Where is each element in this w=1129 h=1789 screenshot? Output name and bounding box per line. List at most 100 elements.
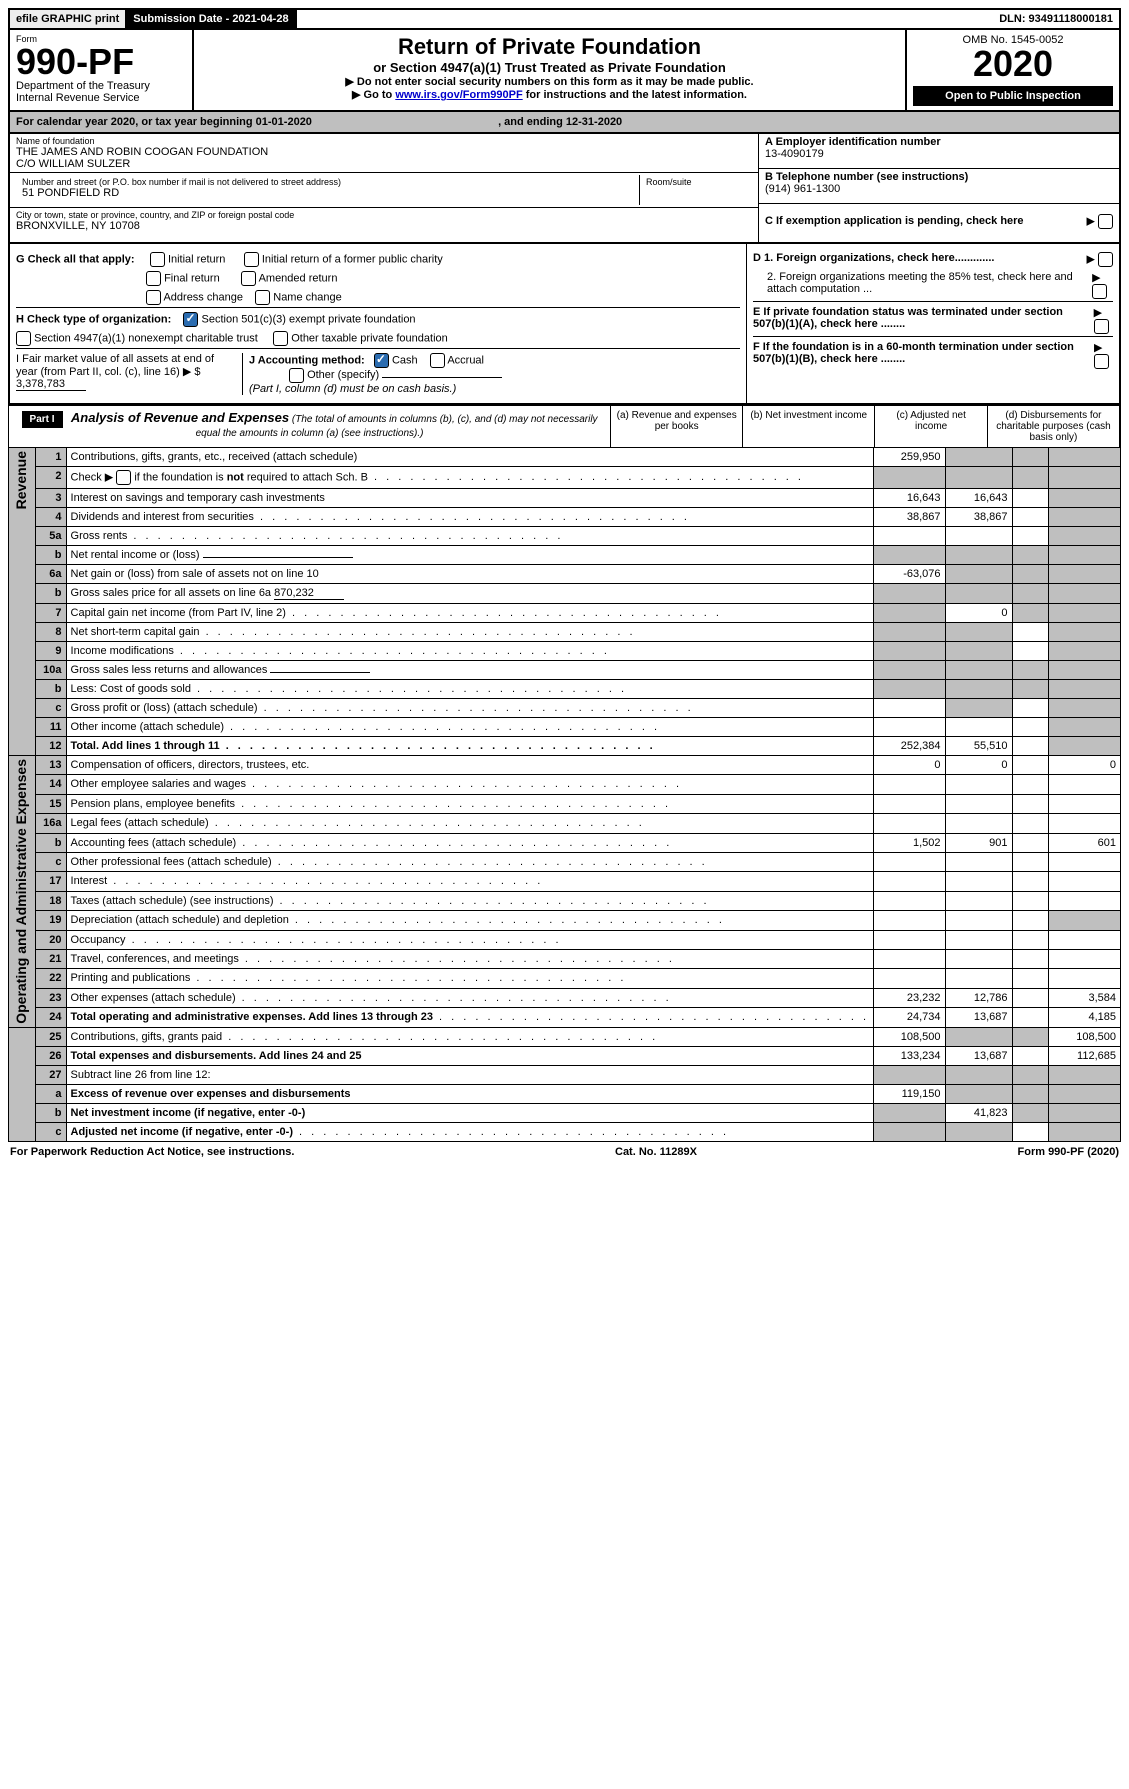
cal-mid: , and ending [498,116,566,128]
line-27a: a Excess of revenue over expenses and di… [9,1084,1121,1103]
i-value: 3,378,783 [16,378,86,391]
instr-goto-post: for instructions and the latest informat… [526,89,747,101]
d2-checkbox[interactable] [1092,284,1107,299]
g-initial-checkbox[interactable] [150,252,165,267]
l4-b: 38,867 [945,508,1012,527]
foundation-care-of: C/O WILLIAM SULZER [16,158,752,170]
g-final-checkbox[interactable] [146,271,161,286]
l16b-num: b [36,833,66,852]
l25-d: 108,500 [1049,1027,1121,1046]
irs-link[interactable]: www.irs.gov/Form990PF [395,89,522,101]
l26-a: 133,234 [874,1046,946,1065]
l3-desc: Interest on savings and temporary cash i… [66,489,874,508]
ein-row: A Employer identification number 13-4090… [759,134,1119,169]
l27c-desc: Adjusted net income (if negative, enter … [66,1122,874,1141]
l15-desc: Pension plans, employee benefits [66,794,874,813]
efile-print-btn[interactable]: efile GRAPHIC print [10,10,127,28]
l23-a: 23,232 [874,988,946,1007]
l16b-a: 1,502 [874,833,946,852]
d1-text: D 1. Foreign organizations, check here..… [753,252,994,267]
g-final: Final return [164,272,220,284]
g-amended-checkbox[interactable] [241,271,256,286]
line-13: Operating and Administrative Expenses 13… [9,756,1121,775]
check-right: D 1. Foreign organizations, check here..… [746,244,1119,403]
id-right: A Employer identification number 13-4090… [758,134,1119,242]
j-cash-checkbox[interactable] [374,353,389,368]
cat-number: Cat. No. 11289X [615,1146,697,1158]
box-c-checkbox[interactable] [1098,214,1113,229]
g-name-checkbox[interactable] [255,290,270,305]
line-27c: c Adjusted net income (if negative, ente… [9,1122,1121,1141]
l1-d [1049,448,1121,467]
instr-goto: ▶ Go to www.irs.gov/Form990PF for instru… [200,88,899,101]
l3-num: 3 [36,489,66,508]
g-address-checkbox[interactable] [146,290,161,305]
col-a-header: (a) Revenue and expenses per books [611,406,743,447]
line-5a: 5a Gross rents [9,527,1121,546]
l27b-num: b [36,1103,66,1122]
j-accrual-checkbox[interactable] [430,353,445,368]
d1-checkbox[interactable] [1098,252,1113,267]
l6b-num: b [36,584,66,604]
l25-desc: Contributions, gifts, grants paid [66,1027,874,1046]
h-opt3: Other taxable private foundation [291,332,448,344]
e-checkbox[interactable] [1094,319,1109,334]
line-16c: c Other professional fees (attach schedu… [9,853,1121,872]
l21-desc: Travel, conferences, and meetings [66,950,874,969]
part1-label: Part I [22,411,63,428]
h-4947-checkbox[interactable] [16,331,31,346]
box-d2-row: 2. Foreign organizations meeting the 85%… [753,269,1113,301]
topbar: efile GRAPHIC print Submission Date - 20… [8,8,1121,30]
f-text: F If the foundation is in a 60-month ter… [753,341,1094,369]
l18-num: 18 [36,891,66,910]
l16c-desc: Other professional fees (attach schedule… [66,853,874,872]
l18-desc: Taxes (attach schedule) (see instruction… [66,891,874,910]
e-text: E If private foundation status was termi… [753,306,1094,334]
l27a-num: a [36,1084,66,1103]
l13-a: 0 [874,756,946,775]
line-12: 12 Total. Add lines 1 through 11 252,384… [9,737,1121,756]
g-initial-pub-checkbox[interactable] [244,252,259,267]
id-left: Name of foundation THE JAMES AND ROBIN C… [10,134,758,242]
l14-num: 14 [36,775,66,794]
l22-num: 22 [36,969,66,988]
ein-value: 13-4090179 [765,148,1113,160]
h-other-checkbox[interactable] [273,331,288,346]
j-other-checkbox[interactable] [289,368,304,383]
l16b-d: 601 [1049,833,1121,852]
part1-desc-col: Part I Analysis of Revenue and Expenses … [9,406,611,447]
l8-desc: Net short-term capital gain [66,623,874,642]
cal-pre: For calendar year 2020, or tax year begi… [16,116,256,128]
l4-num: 4 [36,508,66,527]
line-16b: b Accounting fees (attach schedule) 1,50… [9,833,1121,852]
city-row: City or town, state or province, country… [10,208,758,242]
l26-d: 112,685 [1049,1046,1121,1065]
l1-a: 259,950 [874,448,946,467]
l27c-num: c [36,1122,66,1141]
l9-num: 9 [36,642,66,661]
instr-ssn: ▶ Do not enter social security numbers o… [200,75,899,88]
l2-checkbox[interactable] [116,470,131,485]
l15-num: 15 [36,794,66,813]
box-g-row3: Address change Name change [16,288,740,307]
l24-a: 24,734 [874,1008,946,1028]
l23-desc: Other expenses (attach schedule) [66,988,874,1007]
l24-d: 4,185 [1049,1008,1121,1028]
l20-num: 20 [36,930,66,949]
name-label: Name of foundation [16,136,752,146]
l5a-desc: Gross rents [66,527,874,546]
line-8: 8 Net short-term capital gain [9,623,1121,642]
part1-table: Revenue 1 Contributions, gifts, grants, … [8,448,1121,1142]
box-c-text: C If exemption application is pending, c… [765,215,1024,227]
line-15: 15 Pension plans, employee benefits [9,794,1121,813]
cal-end: 12-31-2020 [566,116,622,128]
box-f-row: F If the foundation is in a 60-month ter… [753,336,1113,371]
l13-b: 0 [945,756,1012,775]
line-18: 18 Taxes (attach schedule) (see instruct… [9,891,1121,910]
line-16a: 16a Legal fees (attach schedule) [9,814,1121,833]
f-checkbox[interactable] [1094,354,1109,369]
l19-num: 19 [36,911,66,930]
h-501c3-checkbox[interactable] [183,312,198,327]
l26-desc: Total expenses and disbursements. Add li… [66,1046,874,1065]
page-footer: For Paperwork Reduction Act Notice, see … [8,1142,1121,1162]
